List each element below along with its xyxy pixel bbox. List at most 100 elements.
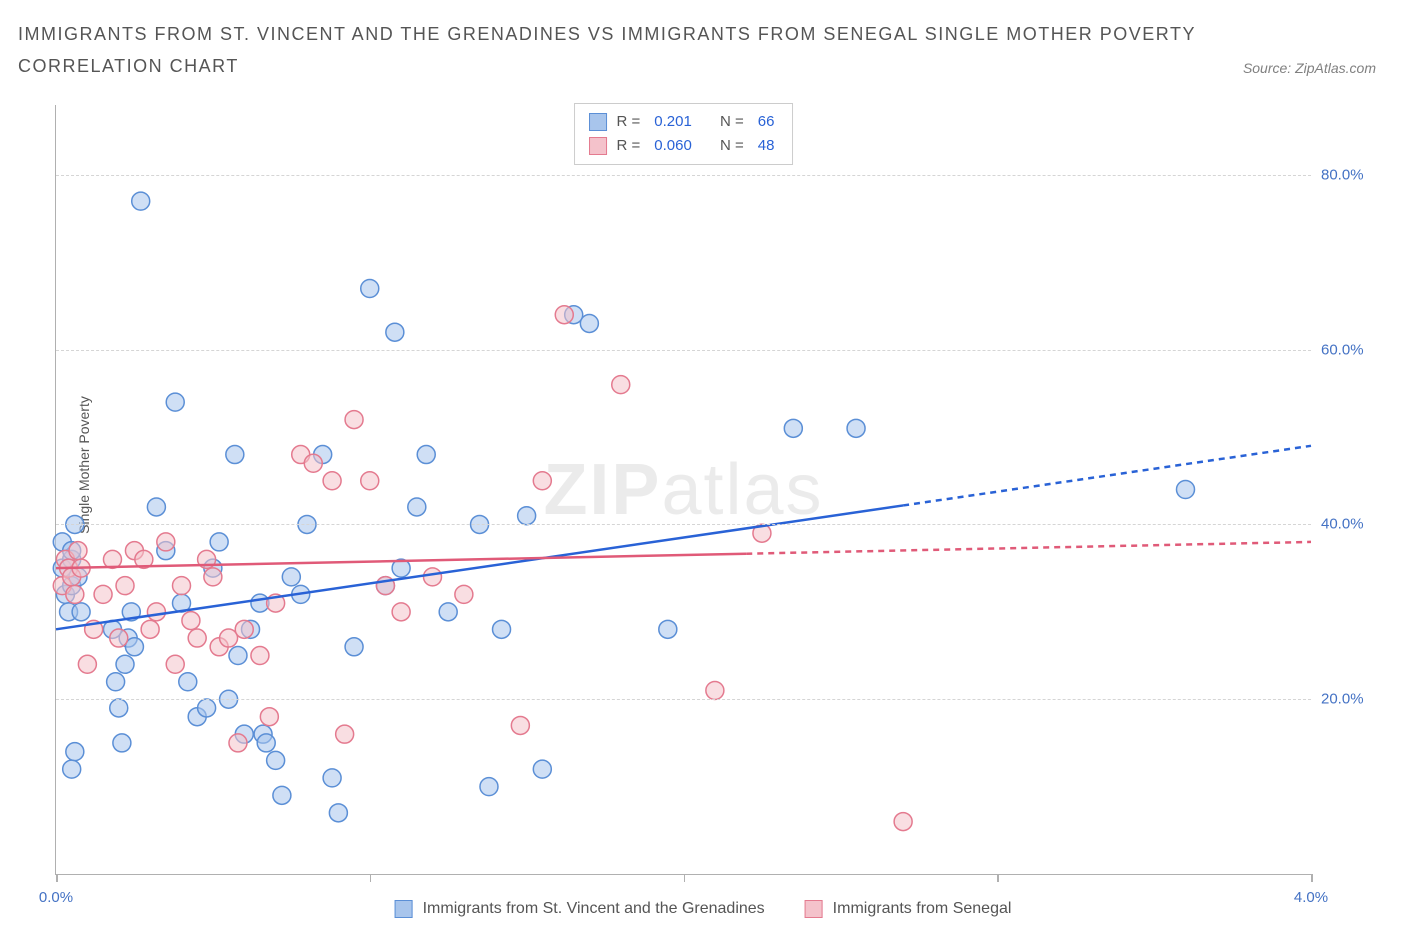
x-tick [56,874,58,882]
scatter-point [455,585,473,603]
scatter-point [147,603,165,621]
scatter-point [179,673,197,691]
scatter-point [894,813,912,831]
y-tick-label: 20.0% [1321,691,1381,708]
bottom-legend: Immigrants from St. Vincent and the Gren… [395,900,1012,918]
scatter-point [612,376,630,394]
gridline [56,350,1311,351]
r-value-1: 0.201 [654,110,692,134]
trend-line [903,446,1311,506]
scatter-point [116,655,134,673]
plot-area: ZIPatlas R = 0.201 N = 66 R = 0.060 N = … [55,105,1311,875]
scatter-svg [56,105,1311,874]
scatter-point [226,446,244,464]
legend-swatch-1 [589,113,607,131]
scatter-point [72,603,90,621]
x-tick-label: 0.0% [39,889,73,906]
n-label: N = [720,134,744,158]
scatter-point [110,699,128,717]
scatter-point [198,699,216,717]
bottom-legend-label-1: Immigrants from St. Vincent and the Gren… [423,900,765,918]
scatter-point [424,568,442,586]
scatter-point [173,577,191,595]
scatter-point [166,655,184,673]
x-tick [684,874,686,882]
scatter-point [493,620,511,638]
scatter-point [94,585,112,603]
bottom-legend-label-2: Immigrants from Senegal [833,900,1012,918]
scatter-point [533,760,551,778]
scatter-point [533,472,551,490]
scatter-point [847,419,865,437]
scatter-point [361,472,379,490]
scatter-point [480,778,498,796]
scatter-point [386,323,404,341]
scatter-point [439,603,457,621]
scatter-point [113,734,131,752]
scatter-point [408,498,426,516]
n-value-1: 66 [758,110,775,134]
scatter-point [304,454,322,472]
scatter-point [235,620,253,638]
gridline [56,175,1311,176]
y-tick-label: 80.0% [1321,166,1381,183]
scatter-point [273,786,291,804]
scatter-point [260,708,278,726]
chart-title: IMMIGRANTS FROM ST. VINCENT AND THE GREN… [18,18,1206,83]
gridline [56,699,1311,700]
legend-swatch-2 [589,137,607,155]
x-tick [370,874,372,882]
legend-row-series-2: R = 0.060 N = 48 [589,134,779,158]
r-label: R = [617,134,641,158]
scatter-point [66,743,84,761]
bottom-swatch-1 [395,900,413,918]
scatter-point [555,306,573,324]
scatter-point [204,568,222,586]
scatter-point [329,804,347,822]
scatter-point [78,655,96,673]
scatter-point [63,760,81,778]
x-tick [1311,874,1313,882]
scatter-point [345,638,363,656]
scatter-point [323,769,341,787]
bottom-swatch-2 [805,900,823,918]
scatter-point [518,507,536,525]
x-tick-label: 4.0% [1294,889,1328,906]
scatter-point [110,629,128,647]
trend-line [746,542,1311,554]
y-tick-label: 60.0% [1321,341,1381,358]
scatter-point [141,620,159,638]
scatter-point [116,577,134,595]
scatter-point [511,716,529,734]
scatter-point [229,734,247,752]
bottom-legend-item-1: Immigrants from St. Vincent and the Gren… [395,900,765,918]
scatter-point [659,620,677,638]
scatter-point [251,647,269,665]
scatter-point [392,603,410,621]
chart-container: IMMIGRANTS FROM ST. VINCENT AND THE GREN… [0,0,1406,930]
scatter-point [282,568,300,586]
scatter-point [157,533,175,551]
n-label: N = [720,110,744,134]
scatter-point [361,280,379,298]
r-value-2: 0.060 [654,134,692,158]
scatter-point [166,393,184,411]
scatter-point [323,472,341,490]
scatter-point [417,446,435,464]
x-tick [997,874,999,882]
scatter-point [580,314,598,332]
scatter-point [706,681,724,699]
scatter-point [132,192,150,210]
scatter-point [182,612,200,630]
scatter-point [336,725,354,743]
scatter-point [784,419,802,437]
n-value-2: 48 [758,134,775,158]
scatter-point [69,542,87,560]
source-attribution: Source: ZipAtlas.com [1243,60,1376,76]
scatter-point [107,673,125,691]
scatter-point [210,533,228,551]
scatter-point [345,411,363,429]
scatter-point [257,734,275,752]
gridline [56,524,1311,525]
scatter-point [147,498,165,516]
